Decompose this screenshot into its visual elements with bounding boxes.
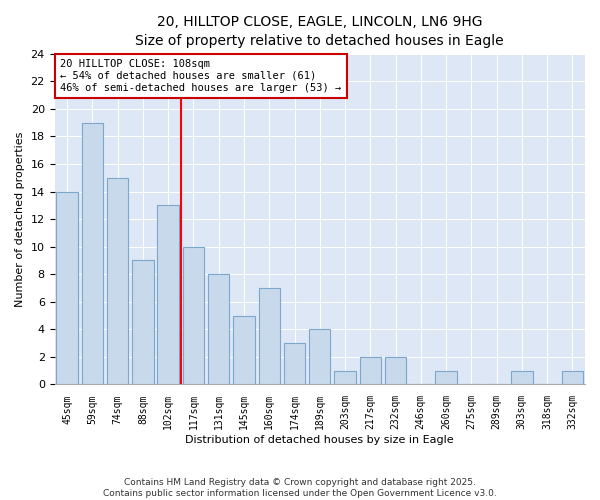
- Bar: [562, 370, 583, 384]
- Text: Contains HM Land Registry data © Crown copyright and database right 2025.
Contai: Contains HM Land Registry data © Crown c…: [103, 478, 497, 498]
- Bar: [107, 178, 128, 384]
- Bar: [309, 330, 331, 384]
- Bar: [284, 343, 305, 384]
- Title: 20, HILLTOP CLOSE, EAGLE, LINCOLN, LN6 9HG
Size of property relative to detached: 20, HILLTOP CLOSE, EAGLE, LINCOLN, LN6 9…: [136, 15, 504, 48]
- Y-axis label: Number of detached properties: Number of detached properties: [15, 132, 25, 307]
- Bar: [233, 316, 255, 384]
- X-axis label: Distribution of detached houses by size in Eagle: Distribution of detached houses by size …: [185, 435, 454, 445]
- Text: 20 HILLTOP CLOSE: 108sqm
← 54% of detached houses are smaller (61)
46% of semi-d: 20 HILLTOP CLOSE: 108sqm ← 54% of detach…: [60, 60, 341, 92]
- Bar: [183, 246, 204, 384]
- Bar: [385, 357, 406, 384]
- Bar: [436, 370, 457, 384]
- Bar: [511, 370, 533, 384]
- Bar: [56, 192, 78, 384]
- Bar: [208, 274, 229, 384]
- Bar: [359, 357, 381, 384]
- Bar: [82, 122, 103, 384]
- Bar: [132, 260, 154, 384]
- Bar: [157, 206, 179, 384]
- Bar: [259, 288, 280, 384]
- Bar: [334, 370, 356, 384]
